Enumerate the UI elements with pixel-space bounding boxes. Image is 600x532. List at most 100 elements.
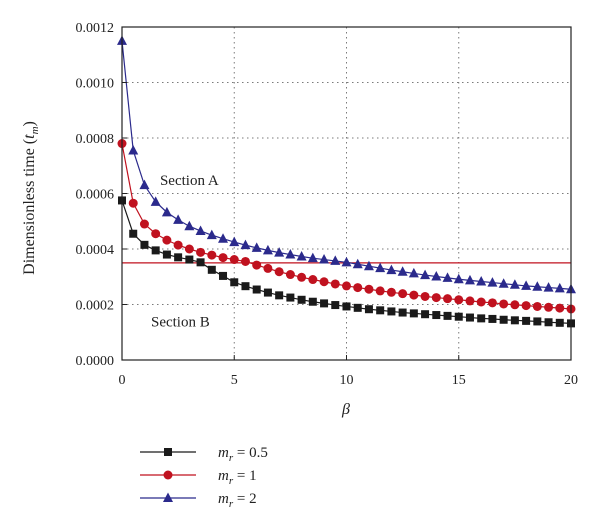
data-point [285,270,295,280]
x-tick-label: 5 [231,373,238,388]
data-point [398,289,408,299]
data-point [352,258,363,269]
section-a-label: Section A [160,173,219,189]
y-axis-label-var: t [21,134,38,139]
data-point [229,255,239,265]
data-point [150,196,161,206]
data-point [386,287,396,297]
data-point [555,303,565,313]
data-point [162,235,172,245]
data-point [174,253,183,262]
data-point [555,318,564,327]
y-axis-label-close: ) [21,121,38,126]
data-point [476,297,486,307]
legend-value: = 2 [233,491,256,507]
data-point [162,250,171,259]
data-point [330,255,341,265]
data-point [421,310,430,319]
data-point [252,260,262,270]
data-point [307,252,318,263]
data-point [464,274,475,285]
data-point [286,293,295,302]
data-point [522,316,531,325]
data-point [219,271,228,280]
legend-var: m [218,468,229,484]
series-group [117,35,576,328]
data-point [387,307,396,316]
data-point [543,282,554,292]
data-point [251,242,262,252]
data-point [397,266,408,276]
data-point [207,250,217,260]
data-point [230,278,239,287]
data-point [320,299,329,308]
legend-item: mr = 2 [140,491,257,510]
data-point [488,314,497,323]
legend-swatch-marker [164,448,172,456]
data-point [173,214,184,224]
data-point [229,236,240,247]
data-point [442,272,453,282]
legend-label: mr = 0.5 [218,445,268,464]
data-point [375,286,385,296]
legend-item: mr = 1 [140,468,257,487]
legend-swatch-marker [163,470,173,480]
data-point [128,144,139,155]
data-point [342,302,351,311]
data-point [386,264,397,275]
legend: mr = 0.5mr = 1mr = 2 [140,445,268,510]
data-point [342,281,351,291]
data-point [454,295,464,305]
data-point [285,249,296,259]
data-point [297,295,306,304]
data-point [476,275,487,286]
data-point [443,294,453,304]
data-point [509,279,520,289]
data-point [443,311,452,320]
data-point [184,244,194,254]
y-tick-label: 0.0002 [76,299,115,314]
data-point [206,229,217,240]
legend-label: mr = 1 [218,468,257,487]
data-point [308,297,317,306]
data-point [375,262,386,273]
data-point [409,309,418,318]
data-point [465,313,474,322]
data-point [521,280,532,290]
data-point [432,311,441,320]
data-point [319,254,330,264]
data-point [499,299,509,309]
y-axis-label-sub: m [29,126,41,134]
data-point [240,239,251,250]
data-point [453,273,464,284]
data-point [477,314,486,323]
annotations: Section A Section B [151,173,219,331]
data-point [139,219,149,229]
data-point [510,316,519,325]
data-point [218,253,228,263]
x-tick-label: 0 [119,373,126,388]
data-point [498,278,509,288]
x-tick-label: 15 [452,373,466,388]
data-point [129,229,138,238]
legend-swatch-marker [163,492,173,502]
data-point [241,282,250,291]
series-2 [117,35,576,294]
data-point [151,229,161,239]
data-point [465,296,475,306]
data-point [532,281,543,291]
data-point [532,301,542,311]
y-axis-label: Dimensionless time (tm) [21,121,41,275]
legend-var: m [218,445,229,461]
legend-item: mr = 0.5 [140,445,268,464]
data-point [207,265,216,274]
data-point [431,270,442,281]
data-point [363,260,374,271]
legend-var: m [218,491,229,507]
y-tick-label: 0.0008 [76,132,115,147]
data-point [510,300,520,310]
data-point [296,250,307,261]
data-point [173,240,183,250]
y-tick-label: 0.0012 [76,21,115,36]
legend-sub: r [229,498,234,510]
